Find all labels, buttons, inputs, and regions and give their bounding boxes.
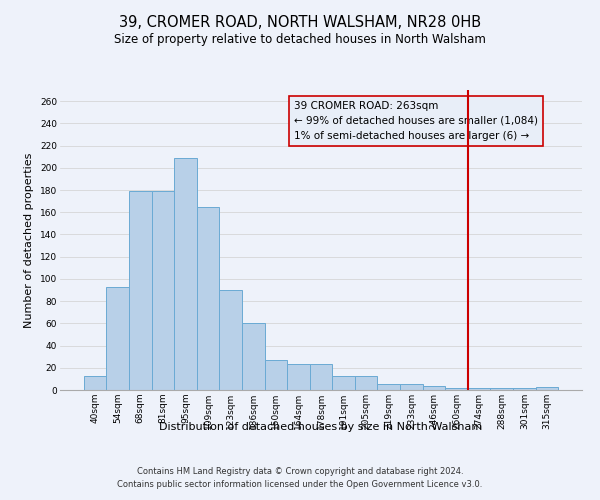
Bar [129, 191, 152, 390]
Bar [197, 206, 220, 390]
Text: Contains public sector information licensed under the Open Government Licence v3: Contains public sector information licen… [118, 480, 482, 489]
Bar [355, 376, 377, 390]
Bar [84, 376, 106, 390]
Bar [513, 388, 536, 390]
Text: 39 CROMER ROAD: 263sqm
← 99% of detached houses are smaller (1,084)
1% of semi-d: 39 CROMER ROAD: 263sqm ← 99% of detached… [294, 101, 538, 140]
Text: 39, CROMER ROAD, NORTH WALSHAM, NR28 0HB: 39, CROMER ROAD, NORTH WALSHAM, NR28 0HB [119, 15, 481, 30]
Bar [468, 388, 490, 390]
Bar [174, 158, 197, 390]
Text: Distribution of detached houses by size in North Walsham: Distribution of detached houses by size … [160, 422, 482, 432]
Text: Size of property relative to detached houses in North Walsham: Size of property relative to detached ho… [114, 32, 486, 46]
Bar [377, 384, 400, 390]
Y-axis label: Number of detached properties: Number of detached properties [25, 152, 34, 328]
Bar [242, 324, 265, 390]
Bar [106, 286, 129, 390]
Bar [445, 388, 468, 390]
Bar [310, 364, 332, 390]
Text: Contains HM Land Registry data © Crown copyright and database right 2024.: Contains HM Land Registry data © Crown c… [137, 467, 463, 476]
Bar [332, 376, 355, 390]
Bar [152, 191, 174, 390]
Bar [490, 388, 513, 390]
Bar [287, 364, 310, 390]
Bar [536, 386, 558, 390]
Bar [422, 386, 445, 390]
Bar [400, 384, 422, 390]
Bar [265, 360, 287, 390]
Bar [220, 290, 242, 390]
